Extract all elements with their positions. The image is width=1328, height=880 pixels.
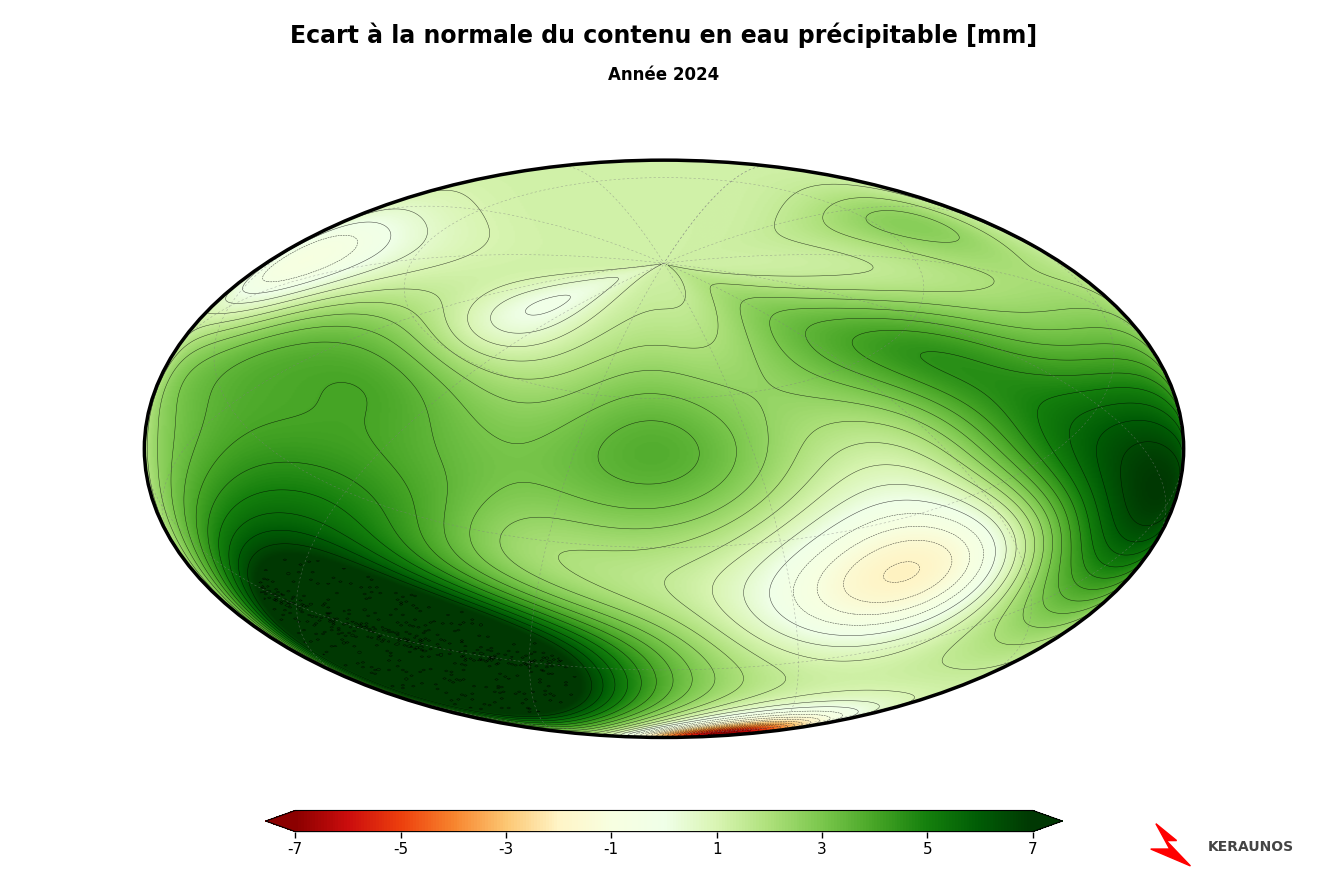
- Text: Année 2024: Année 2024: [608, 66, 720, 84]
- Polygon shape: [1150, 824, 1190, 866]
- Text: KERAUNOS: KERAUNOS: [1207, 840, 1293, 854]
- Text: Ecart à la normale du contenu en eau précipitable [mm]: Ecart à la normale du contenu en eau pré…: [291, 22, 1037, 48]
- PathPatch shape: [266, 810, 295, 832]
- PathPatch shape: [1033, 810, 1062, 832]
